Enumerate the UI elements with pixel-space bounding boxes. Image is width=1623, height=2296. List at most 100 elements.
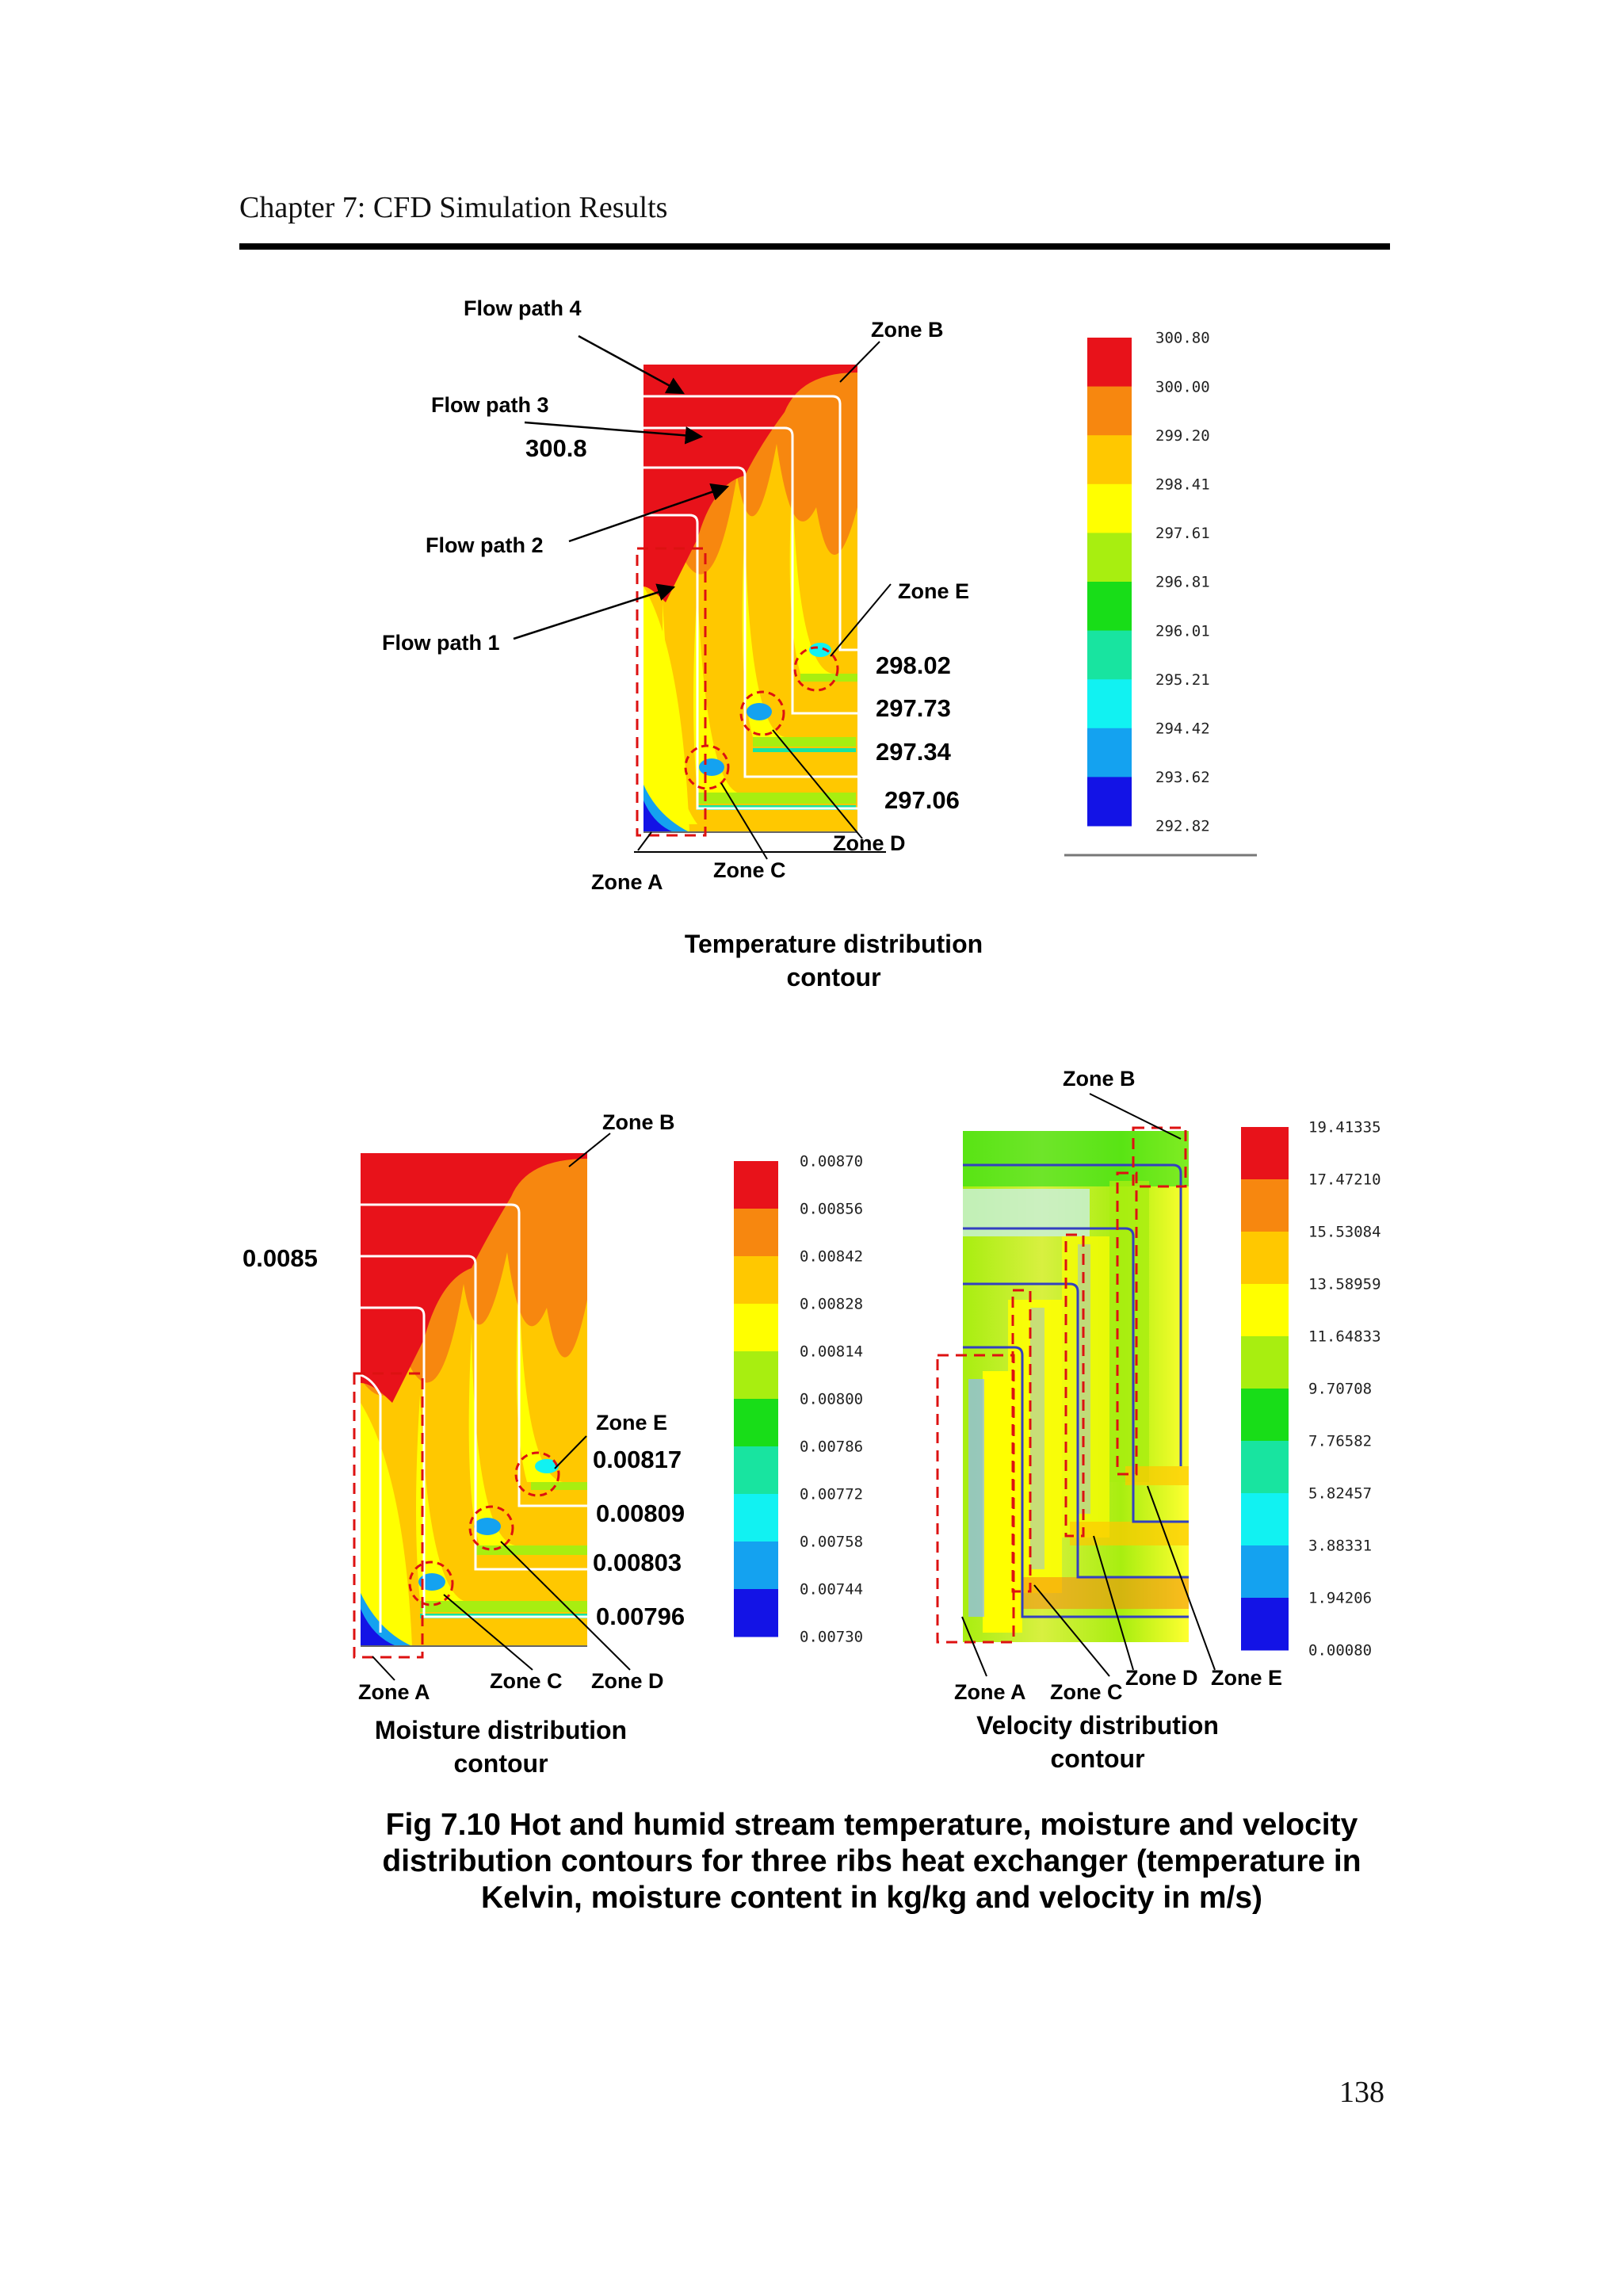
- temperature-legend-swatch: [1087, 533, 1132, 583]
- velocity-legend-tick: 1.94206: [1308, 1590, 1372, 1607]
- velocity-legend-swatch: [1241, 1284, 1289, 1337]
- caption-line-1: Fig 7.10 Hot and humid stream temperatur…: [385, 1808, 1358, 1842]
- temp-zone-e-label: Zone E: [898, 579, 969, 603]
- velocity-legend-swatch: [1241, 1232, 1289, 1285]
- temperature-legend-tick: 292.82: [1155, 818, 1210, 835]
- moisture-legend-swatch: [734, 1209, 778, 1257]
- temp-zone-b-label: Zone B: [871, 318, 944, 342]
- temperature-legend-tick: 293.62: [1155, 769, 1210, 786]
- temperature-legend: 300.80 300.00 299.20 298.41 297.61 296.81 296.…: [1087, 330, 1210, 835]
- velocity-legend-tick: 15.53084: [1308, 1224, 1381, 1241]
- velocity-annotations: Zone B Zone D Zone E Zone A Zone C Veloc…: [954, 1067, 1282, 1773]
- temperature-legend-swatch: [1087, 630, 1132, 680]
- moisture-panel-title-line2: contour: [453, 1749, 548, 1778]
- moisture-legend-tick: 0.00744: [800, 1581, 863, 1599]
- velocity-zone-e-label: Zone E: [1211, 1666, 1282, 1690]
- moisture-legend-swatch: [734, 1304, 778, 1352]
- moisture-legend-swatch: [734, 1446, 778, 1495]
- velocity-legend-tick: 9.70708: [1308, 1381, 1372, 1398]
- velocity-legend-swatch: [1241, 1598, 1289, 1651]
- velocity-legend-tick: 11.64833: [1308, 1328, 1381, 1346]
- moisture-zone-e-label: Zone E: [596, 1411, 667, 1435]
- moisture-legend-tick: 0.00786: [800, 1438, 863, 1456]
- moisture-legend-tick: 0.00800: [800, 1391, 863, 1408]
- chapter-header: Chapter 7: CFD Simulation Results: [239, 191, 668, 224]
- temp-value-3: 297.34: [876, 738, 952, 766]
- moisture-zone-c-label: Zone C: [490, 1669, 563, 1693]
- velocity-panel-title-line1: Velocity distribution: [976, 1711, 1219, 1740]
- temperature-legend-tick: 295.21: [1155, 671, 1210, 689]
- velocity-legend-swatch: [1241, 1179, 1289, 1232]
- moisture-legend: 0.00870 0.00856 0.00842 0.00828 0.00814 0.008…: [734, 1153, 863, 1646]
- caption-line-3: Kelvin, moisture content in kg/kg and ve…: [480, 1881, 1263, 1915]
- moisture-legend-tick: 0.00772: [800, 1486, 863, 1503]
- inlet-temperature-value: 300.8: [525, 434, 587, 462]
- moisture-legend-swatch: [734, 1256, 778, 1305]
- moisture-contour-plot: [353, 1153, 587, 1659]
- figure-caption: Fig 7.10 Hot and humid stream temperatur…: [301, 1807, 1442, 1916]
- temp-value-2: 297.73: [876, 694, 951, 722]
- temperature-legend-swatch: [1087, 386, 1132, 436]
- header-rule: [239, 243, 1390, 250]
- moisture-zone-d-label: Zone D: [591, 1669, 664, 1693]
- velocity-zone-a-label: Zone A: [954, 1680, 1026, 1704]
- temperature-legend-tick: 296.81: [1155, 574, 1210, 591]
- moisture-legend-swatch: [734, 1589, 778, 1637]
- moisture-value-4: 0.00796: [596, 1603, 685, 1630]
- temperature-legend-tick: 296.01: [1155, 622, 1210, 640]
- velocity-legend-tick: 17.47210: [1308, 1171, 1381, 1189]
- velocity-legend-swatch: [1241, 1389, 1289, 1442]
- moisture-legend-swatch: [734, 1399, 778, 1447]
- temperature-legend-swatch: [1087, 728, 1132, 777]
- moisture-legend-swatch: [734, 1494, 778, 1542]
- temp-value-4: 297.06: [884, 786, 960, 814]
- moisture-legend-tick: 0.00828: [800, 1296, 863, 1313]
- moisture-legend-swatch: [734, 1351, 778, 1400]
- temperature-legend-tick: 299.20: [1155, 427, 1210, 445]
- moisture-legend-tick: 0.00758: [800, 1534, 863, 1551]
- velocity-legend-swatch: [1241, 1493, 1289, 1546]
- temperature-legend-swatch: [1087, 435, 1132, 485]
- caption-line-2: distribution contours for three ribs hea…: [382, 1844, 1361, 1878]
- temperature-legend-tick: 294.42: [1155, 720, 1210, 737]
- temp-zone-c-label: Zone C: [713, 858, 786, 882]
- flow-path-3-label: Flow path 3: [431, 393, 549, 417]
- moisture-annotations: Zone B 0.0085 Zone E 0.00817 0.00809 0.0…: [242, 1110, 685, 1778]
- moisture-value-2: 0.00809: [596, 1499, 685, 1527]
- moisture-zone-b-label: Zone B: [602, 1110, 675, 1134]
- temp-zone-a-label: Zone A: [591, 870, 663, 894]
- temp-zone-d-label: Zone D: [833, 831, 906, 855]
- velocity-legend: 19.41335 17.47210 15.53084 13.58959 11.64833…: [1241, 1119, 1381, 1660]
- flow-path-4-label: Flow path 4: [464, 296, 582, 320]
- temperature-legend-tick: 297.61: [1155, 525, 1210, 542]
- velocity-legend-swatch: [1241, 1441, 1289, 1494]
- temperature-legend-swatch: [1087, 483, 1132, 533]
- moisture-legend-tick: 0.00842: [800, 1248, 863, 1266]
- page-number: 138: [1339, 2076, 1384, 2109]
- temperature-panel-title-line2: contour: [786, 963, 880, 991]
- temperature-legend-tick: 300.80: [1155, 330, 1210, 347]
- velocity-legend-tick: 0.00080: [1308, 1642, 1372, 1660]
- flow-path-2-label: Flow path 2: [426, 533, 544, 557]
- moisture-legend-swatch: [734, 1161, 778, 1209]
- temperature-contour-plot: [636, 365, 857, 837]
- temp-value-1: 298.02: [876, 651, 951, 679]
- temperature-annotations: Flow path 4 Flow path 3 300.8 Flow path …: [382, 296, 983, 991]
- moisture-zone-a-label: Zone A: [358, 1680, 430, 1704]
- inlet-moisture-value: 0.0085: [242, 1244, 318, 1272]
- velocity-contour-plot: [936, 1126, 1189, 1644]
- velocity-legend-tick: 5.82457: [1308, 1485, 1372, 1503]
- temperature-legend-tick: 298.41: [1155, 476, 1210, 493]
- temperature-legend-tick: 300.00: [1155, 378, 1210, 395]
- velocity-zone-b-label: Zone B: [1063, 1067, 1136, 1091]
- moisture-value-1: 0.00817: [593, 1446, 682, 1473]
- velocity-zone-d-label: Zone D: [1125, 1666, 1198, 1690]
- velocity-zone-c-label: Zone C: [1050, 1680, 1123, 1704]
- moisture-legend-tick: 0.00870: [800, 1153, 863, 1171]
- moisture-panel-title-line1: Moisture distribution: [375, 1716, 627, 1744]
- velocity-legend-tick: 7.76582: [1308, 1433, 1372, 1450]
- temperature-legend-swatch: [1087, 338, 1132, 388]
- velocity-legend-swatch: [1241, 1127, 1289, 1180]
- temperature-legend-swatch: [1087, 582, 1132, 632]
- temperature-legend-swatch: [1087, 679, 1132, 729]
